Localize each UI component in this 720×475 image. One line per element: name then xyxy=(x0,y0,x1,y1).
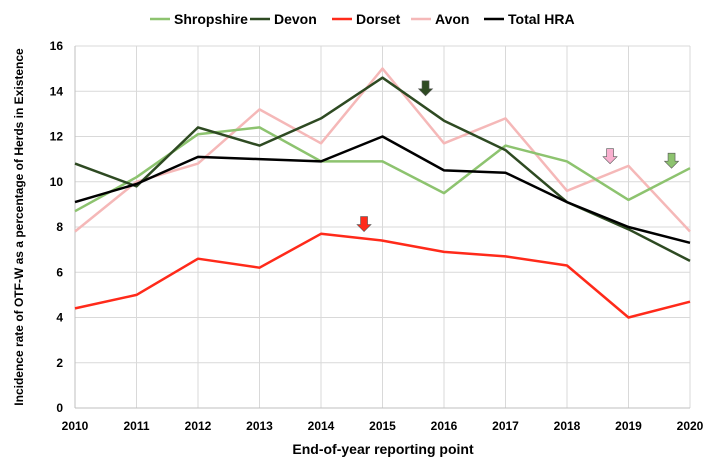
legend-label-total-hra: Total HRA xyxy=(508,11,575,27)
x-tick-label: 2019 xyxy=(615,419,642,433)
gridlines xyxy=(74,45,691,409)
arrow-annotation-devon xyxy=(417,80,434,97)
y-tick-label: 6 xyxy=(56,265,63,279)
legend-label-shropshire: Shropshire xyxy=(174,11,248,27)
arrow-annotation-avon xyxy=(602,148,618,165)
annotation-arrows xyxy=(356,80,680,232)
axes: 0 2 4 6 8 10 12 14 16 2010 2011 2012 2013 2014 2015 201… xyxy=(50,39,704,433)
series-line-total-hra xyxy=(74,135,691,245)
x-tick-label: 2014 xyxy=(308,419,335,433)
y-tick-label: 4 xyxy=(56,311,63,325)
x-tick-label: 2011 xyxy=(123,419,149,433)
x-tick-label: 2020 xyxy=(677,419,704,433)
series-line-avon xyxy=(74,67,691,233)
series-lines xyxy=(74,67,691,319)
y-tick-label: 2 xyxy=(56,356,63,370)
series-line-dorset xyxy=(74,232,691,319)
y-tick-label: 14 xyxy=(50,84,64,98)
x-tick-label: 2012 xyxy=(185,419,212,433)
x-tick-label: 2017 xyxy=(492,419,519,433)
legend: Shropshire Devon Dorset Avon Total HRA xyxy=(150,11,575,27)
y-tick-label: 8 xyxy=(56,220,63,234)
x-tick-label: 2015 xyxy=(369,419,396,433)
y-tick-label: 10 xyxy=(50,175,64,189)
x-tick-label: 2016 xyxy=(431,419,458,433)
y-tick-label: 0 xyxy=(56,401,63,415)
x-tick-label: 2010 xyxy=(62,419,89,433)
x-tick-label: 2013 xyxy=(246,419,273,433)
y-axis-title: Incidence rate of OTF-W as a percentage … xyxy=(12,48,26,406)
x-tick-label: 2018 xyxy=(554,419,581,433)
arrow-annotation-dorset xyxy=(356,216,372,232)
y-tick-label: 12 xyxy=(50,130,64,144)
legend-label-dorset: Dorset xyxy=(356,11,401,27)
legend-label-avon: Avon xyxy=(435,11,469,27)
x-axis-title: End-of-year reporting point xyxy=(292,441,474,457)
arrow-annotation-shropshire xyxy=(663,152,680,169)
y-tick-label: 16 xyxy=(50,39,64,53)
legend-label-devon: Devon xyxy=(274,11,317,27)
